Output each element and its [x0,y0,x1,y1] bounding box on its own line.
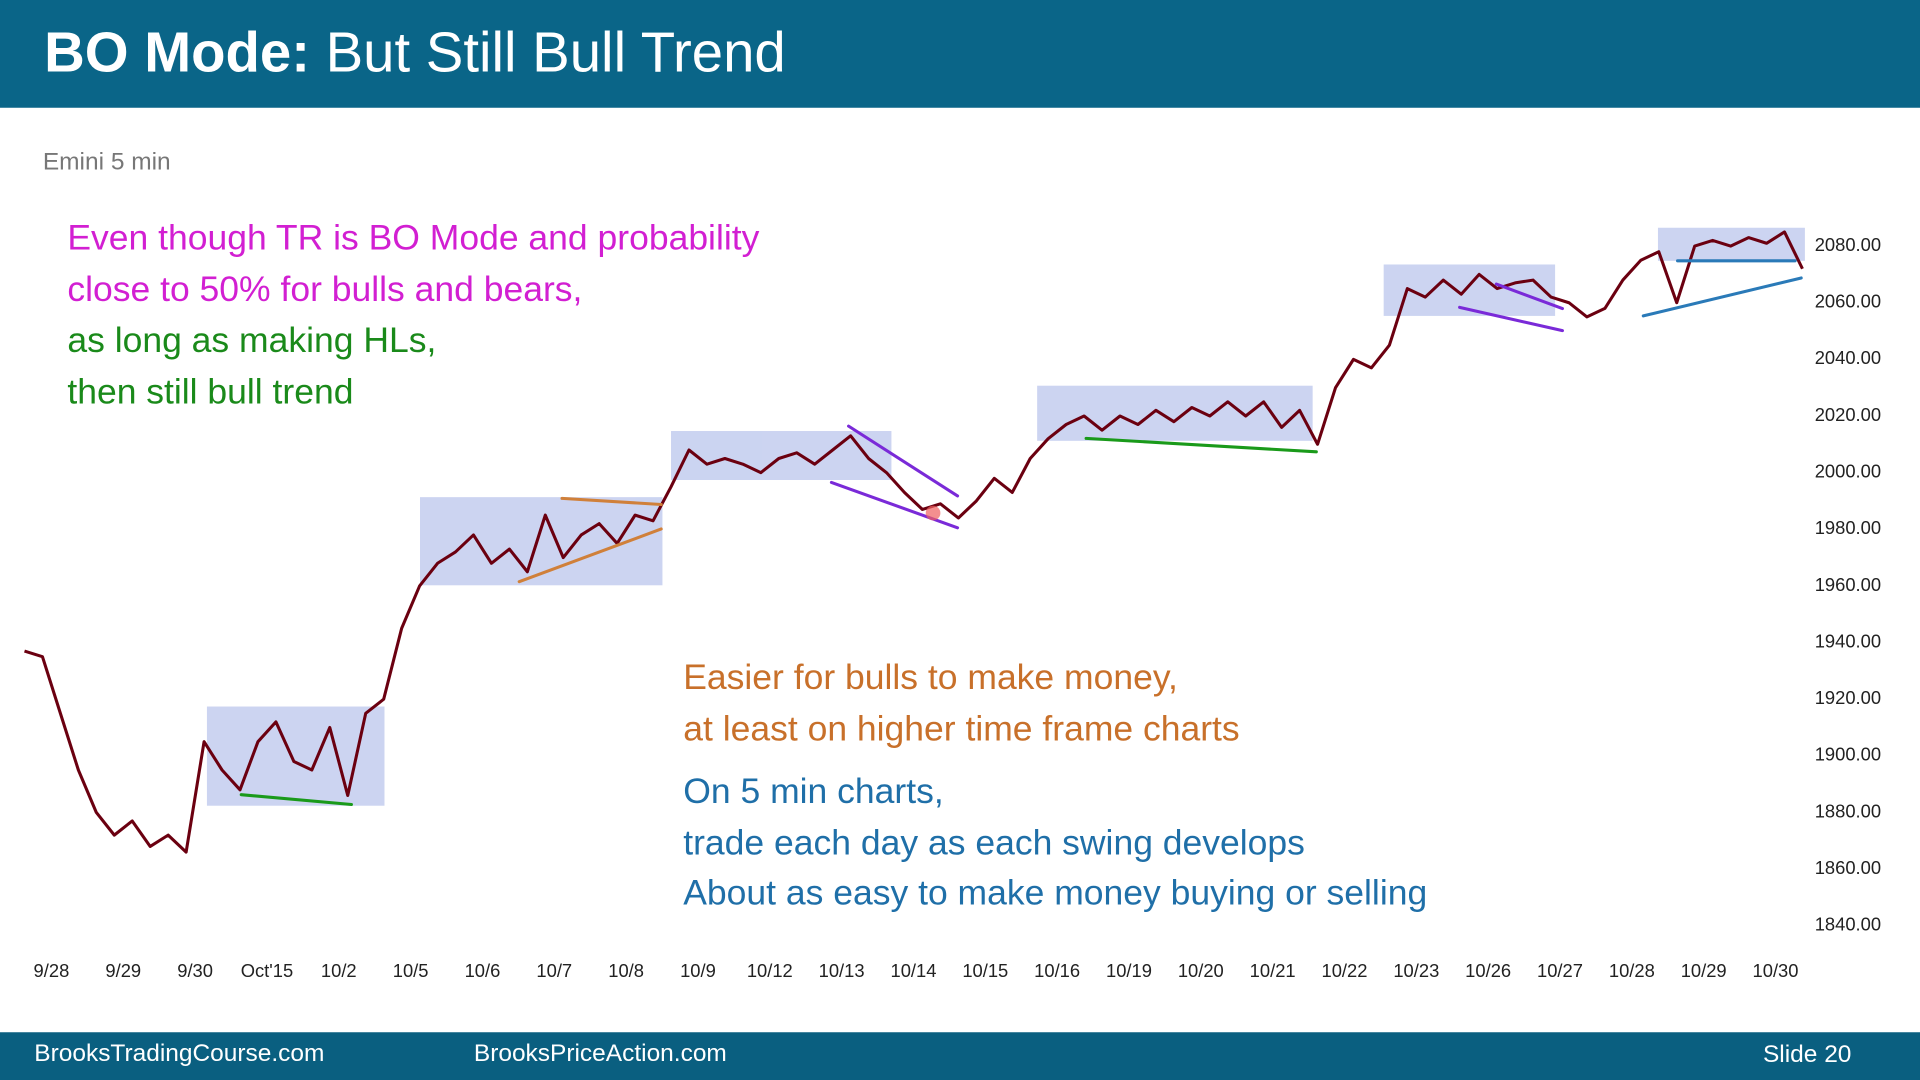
y-tick-label: 1960.00 [1815,574,1881,595]
y-tick-label: 2060.00 [1815,291,1881,312]
x-tick-label: 10/12 [747,960,793,981]
trendline [847,424,960,498]
y-tick-label: 1920.00 [1815,687,1881,708]
x-tick-label: Oct'15 [241,960,294,981]
x-tick-label: 10/28 [1609,960,1655,981]
subtitle: Emini 5 min [43,148,171,175]
y-tick-label: 2000.00 [1815,460,1881,481]
annotations: Even though TR is BO Mode and probabilit… [67,217,1427,912]
y-tick-label: 1940.00 [1815,630,1881,651]
x-tick-label: 10/16 [1034,960,1080,981]
x-tick-label: 10/20 [1178,960,1224,981]
x-tick-label: 10/15 [962,960,1008,981]
x-tick-label: 10/30 [1753,960,1799,981]
x-tick-label: 9/30 [177,960,213,981]
annotation: close to 50% for bulls and bears, [67,269,582,309]
x-tick-label: 10/21 [1250,960,1296,981]
y-tick-label: 1880.00 [1815,800,1881,821]
annotation: as long as making HLs, [67,320,436,360]
title: BO Mode: But Still Bull Trend [44,20,786,83]
x-tick-label: 10/22 [1322,960,1368,981]
annotation: About as easy to make money buying or se… [683,872,1427,912]
x-tick-label: 10/7 [536,960,572,981]
y-tick-label: 1900.00 [1815,744,1881,765]
trendlines [239,259,1803,807]
x-tick-label: 10/26 [1465,960,1511,981]
annotation: trade each day as each swing develops [683,822,1305,862]
x-tick-label: 10/19 [1106,960,1152,981]
y-tick-label: 1980.00 [1815,517,1881,538]
trendline [560,496,663,507]
title-bold: BO Mode: [44,20,310,83]
y-tick-label: 2040.00 [1815,347,1881,368]
y-tick-label: 2080.00 [1815,234,1881,255]
trendline [1641,276,1803,318]
annotation: On 5 min charts, [683,771,943,811]
range-box [1037,385,1313,441]
y-tick-label: 1840.00 [1815,914,1881,935]
header-bar [0,0,1920,108]
x-tick-label: 10/8 [608,960,644,981]
x-tick-label: 10/29 [1681,960,1727,981]
annotation: Even though TR is BO Mode and probabilit… [67,217,759,257]
trendline [517,527,663,584]
trendline [1494,282,1564,311]
x-tick-label: 9/29 [105,960,141,981]
x-tick-label: 9/28 [34,960,70,981]
trendline [239,793,353,807]
trendline [829,480,960,530]
plot: 1840.00 1860.00 1880.00 1900.00 1920.00 1940.… [24,230,1881,981]
range-box [420,497,663,586]
slide-number: Slide 20 [1763,1041,1851,1068]
annotation: then still bull trend [67,372,353,412]
footer-site: BrooksPriceAction.com [474,1040,727,1067]
x-tick-label: 10/23 [1393,960,1439,981]
annotation: Easier for bulls to make money, [683,657,1178,697]
x-tick-label: 10/2 [321,960,357,981]
y-tick-label: 1860.00 [1815,857,1881,878]
price-line [24,230,1804,854]
footer-bar [0,1032,1920,1080]
x-tick-label: 10/27 [1537,960,1583,981]
title-rest: But Still Bull Trend [326,20,786,83]
trendline [1458,305,1564,333]
range-box [671,431,892,480]
x-tick-label: 10/9 [680,960,716,981]
x-tick-label: 10/6 [465,960,501,981]
footer-site: BrooksTradingCourse.com [34,1040,324,1067]
trendline [1084,436,1318,454]
annotation: at least on higher time frame charts [683,708,1239,748]
y-tick-label: 2020.00 [1815,404,1881,425]
x-tick-label: 10/14 [890,960,936,981]
x-tick-label: 10/5 [393,960,429,981]
cursor-dot [925,505,941,521]
x-tick-label: 10/13 [819,960,865,981]
